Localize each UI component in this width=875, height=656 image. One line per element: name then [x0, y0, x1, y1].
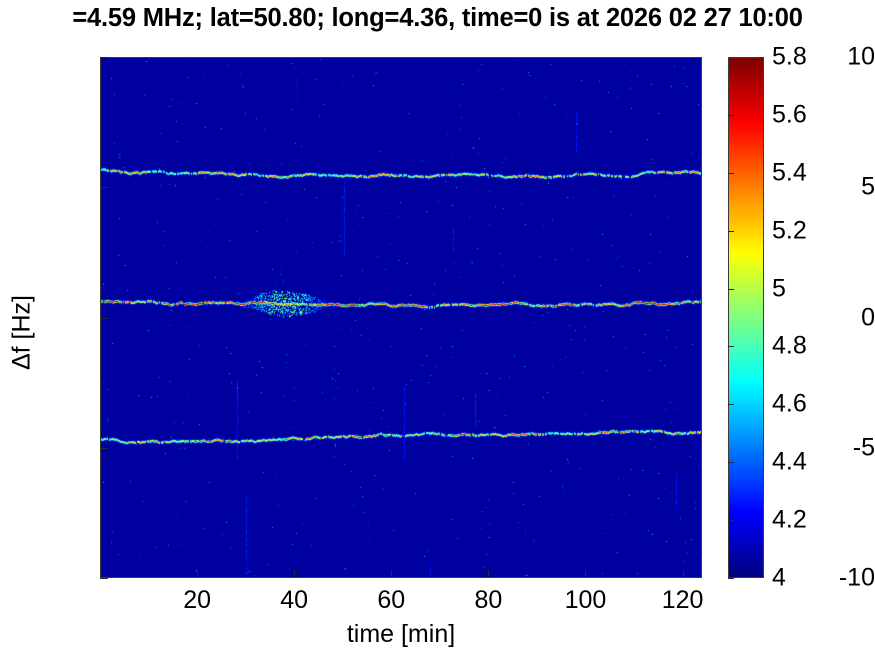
colorbar-tick-label: 5.2 — [772, 216, 807, 245]
x-tick-label: 40 — [280, 586, 309, 614]
colorbar-tick-label: 4.6 — [772, 389, 807, 418]
colorbar-tick-label: 5 — [772, 274, 786, 303]
colorbar-tick-mark — [728, 346, 734, 348]
colorbar-gradient — [729, 58, 763, 577]
x-tick-label: 100 — [564, 586, 607, 614]
colorbar-tick-mark — [728, 578, 734, 579]
colorbar-tick-mark — [728, 114, 734, 116]
y-tick-label: 0 — [861, 303, 875, 331]
colorbar-tick-mark — [728, 462, 734, 464]
colorbar-tick-mark — [728, 288, 734, 290]
y-axis-label: Δf [Hz] — [7, 294, 36, 371]
x-axis-label: time [min] — [346, 620, 456, 648]
y-tick-label: -10 — [838, 563, 875, 592]
colorbar-tick-label: 5.6 — [772, 100, 807, 129]
x-tick-label: 120 — [661, 586, 704, 614]
spectrogram-axes[interactable] — [100, 57, 702, 578]
spectrogram-image — [100, 57, 702, 578]
x-tick-mark — [682, 570, 684, 578]
y-tick-label: 10 — [847, 42, 875, 71]
y-tick-mark — [100, 578, 108, 579]
colorbar-tick-label: 4.2 — [772, 505, 807, 534]
colorbar-tick-label: 5.4 — [772, 158, 807, 187]
x-tick-mark — [488, 570, 490, 578]
y-tick-mark — [100, 447, 108, 449]
x-tick-label: 80 — [474, 586, 503, 614]
x-tick-label: 60 — [377, 586, 406, 614]
colorbar[interactable] — [728, 57, 764, 578]
x-tick-mark — [585, 570, 587, 578]
x-tick-mark — [294, 570, 296, 578]
colorbar-tick-label: 5.8 — [772, 42, 807, 71]
colorbar-tick-mark — [728, 404, 734, 406]
x-tick-label: 20 — [183, 586, 211, 614]
x-tick-mark — [391, 570, 393, 578]
y-tick-mark — [100, 57, 108, 58]
colorbar-tick-mark — [728, 172, 734, 174]
y-tick-mark — [100, 187, 108, 189]
colorbar-tick-mark — [728, 230, 734, 232]
plot-title: =4.59 MHz; lat=50.80; long=4.36, time=0 … — [72, 4, 803, 32]
x-tick-mark — [197, 570, 199, 578]
y-tick-mark — [100, 317, 108, 319]
y-tick-label: -5 — [852, 433, 875, 462]
colorbar-tick-mark — [728, 520, 734, 522]
colorbar-tick-label: 4.4 — [772, 447, 807, 476]
colorbar-tick-label: 4.8 — [772, 331, 807, 360]
y-tick-label: 5 — [861, 172, 875, 201]
colorbar-tick-label: 4 — [772, 563, 786, 592]
